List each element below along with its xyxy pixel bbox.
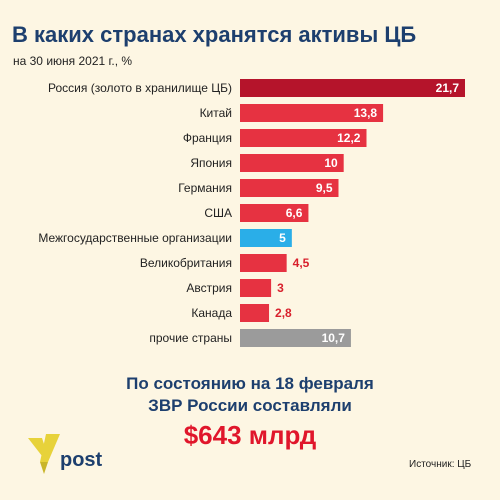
value-label: 12,2 — [337, 131, 361, 145]
logo: post — [26, 432, 116, 482]
logo-text: post — [60, 449, 103, 471]
value-label: 2,8 — [275, 306, 292, 320]
bar — [240, 304, 270, 322]
bar — [240, 229, 292, 247]
chart-subtitle: на 30 июня 2021 г., % — [13, 54, 133, 68]
bar — [240, 279, 272, 297]
bar — [240, 179, 339, 197]
category-label: Франция — [183, 131, 232, 145]
value-label: 3 — [277, 281, 284, 295]
value-label: 6,6 — [286, 206, 303, 220]
summary-line-date: По состоянию на 18 февраля — [126, 374, 374, 393]
category-label: Германия — [178, 181, 232, 195]
bar — [240, 104, 384, 122]
value-label: 13,8 — [354, 106, 378, 120]
category-label: Россия (золото в хранилище ЦБ) — [48, 81, 232, 95]
value-label: 4,5 — [293, 256, 310, 270]
category-label: Великобритания — [140, 256, 232, 270]
bar — [240, 254, 287, 272]
reserves-summary: По состоянию на 18 февраля ЗВР России со… — [0, 373, 500, 453]
category-label: Межгосударственные организации — [38, 231, 232, 245]
category-label: США — [204, 206, 232, 220]
chart-title: В каких странах хранятся активы ЦБ — [12, 22, 417, 47]
category-label: Австрия — [186, 281, 232, 295]
summary-line-reserves: ЗВР России составляли — [148, 396, 352, 415]
bar-chart: Россия (золото в хранилище ЦБ) 21,7 Китай 1… — [38, 79, 465, 347]
value-label: 10 — [324, 156, 338, 170]
bar — [240, 154, 344, 172]
bar — [240, 329, 351, 347]
category-label: Китай — [200, 106, 232, 120]
source-note: Источник: ЦБ — [409, 459, 472, 470]
bar — [240, 204, 309, 222]
value-label: 9,5 — [316, 181, 333, 195]
value-label: 5 — [279, 231, 286, 245]
value-label: 10,7 — [322, 331, 346, 345]
value-label: 21,7 — [436, 81, 460, 95]
category-label: Япония — [190, 156, 232, 170]
logo-mark-icon — [28, 434, 60, 474]
bar — [240, 129, 367, 147]
bar — [240, 79, 465, 97]
category-label: Канада — [191, 306, 232, 320]
reserves-amount: $643 млрд — [183, 420, 317, 450]
category-label: прочие страны — [149, 331, 232, 345]
